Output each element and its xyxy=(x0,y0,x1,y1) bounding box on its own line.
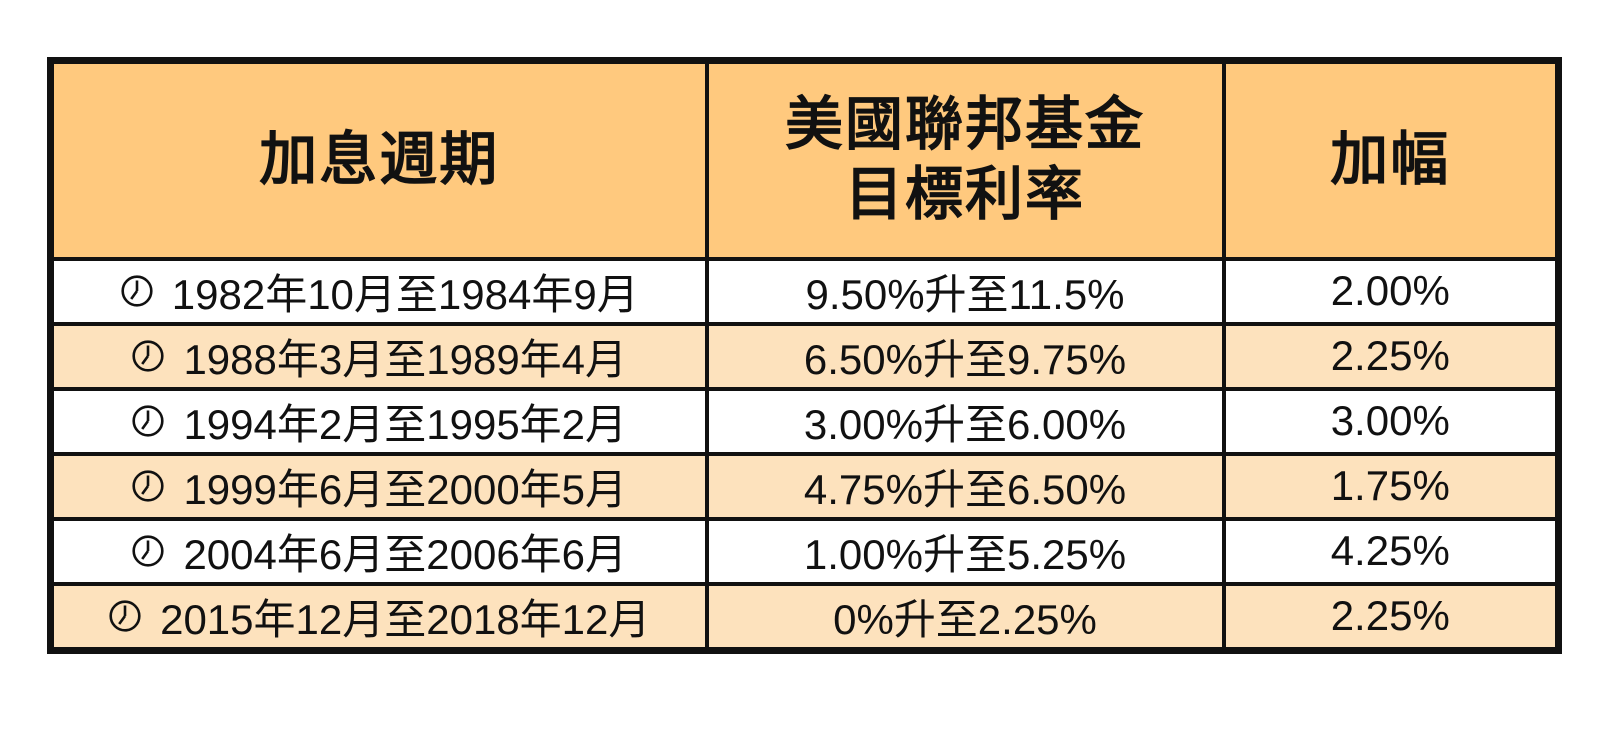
header-label-target-rate-line2: 目標利率 xyxy=(844,162,1085,228)
period-label: 1988年3月至1989年4月 xyxy=(183,335,628,383)
clock-icon xyxy=(109,600,141,632)
clock-icon xyxy=(132,405,165,437)
period-cell: 1982年10月至1984年9月 xyxy=(48,256,709,326)
period-cell: 2004年6月至2006年6月 xyxy=(48,516,709,586)
period-cell: 1994年2月至1995年2月 xyxy=(48,386,709,456)
period-label: 1994年2月至1995年2月 xyxy=(183,400,628,448)
header-cell-target-rate: 美國聯邦基金 目標利率 xyxy=(704,58,1226,261)
period-label: 2015年12月至2018年12月 xyxy=(160,595,651,643)
table-header-row: 加息週期 美國聯邦基金 目標利率 加幅 xyxy=(48,58,1561,261)
increase-cell: 2.25% xyxy=(1221,321,1561,391)
table-row: 1988年3月至1989年4月 6.50%升至9.75% 2.25% xyxy=(48,321,1561,391)
increase-cell: 2.00% xyxy=(1221,256,1561,326)
period-label: 1999年6月至2000年5月 xyxy=(183,465,628,513)
table-row: 2015年12月至2018年12月 0%升至2.25% 2.25% xyxy=(48,581,1561,652)
target-rate-cell: 6.50%升至9.75% xyxy=(704,321,1226,391)
table-row: 1982年10月至1984年9月 9.50%升至11.5% 2.00% xyxy=(48,256,1561,326)
target-rate-cell: 1.00%升至5.25% xyxy=(704,516,1226,586)
increase-cell: 2.25% xyxy=(1221,581,1561,652)
clock-icon xyxy=(132,340,165,372)
increase-cell: 3.00% xyxy=(1221,386,1561,456)
rate-hike-table: 加息週期 美國聯邦基金 目標利率 加幅 xyxy=(47,57,1562,654)
period-label: 1982年10月至1984年9月 xyxy=(171,270,639,318)
clock-icon xyxy=(132,535,165,567)
target-rate-cell: 3.00%升至6.00% xyxy=(704,386,1226,456)
clock-icon xyxy=(121,275,153,307)
increase-cell: 1.75% xyxy=(1221,451,1561,521)
header-cell-period: 加息週期 xyxy=(48,58,709,261)
header-label-target-rate-line1: 美國聯邦基金 xyxy=(784,91,1145,157)
target-rate-cell: 4.75%升至6.50% xyxy=(704,451,1226,521)
period-cell: 1988年3月至1989年4月 xyxy=(48,321,709,391)
increase-cell: 4.25% xyxy=(1221,516,1561,586)
header-label-period: 加息週期 xyxy=(259,126,500,192)
table-row: 1999年6月至2000年5月 4.75%升至6.50% 1.75% xyxy=(48,451,1561,521)
header-cell-increase: 加幅 xyxy=(1221,58,1561,261)
period-cell: 2015年12月至2018年12月 xyxy=(48,581,709,652)
period-label: 2004年6月至2006年6月 xyxy=(183,530,628,578)
target-rate-cell: 9.50%升至11.5% xyxy=(704,256,1226,326)
period-cell: 1999年6月至2000年5月 xyxy=(48,451,709,521)
table-row: 1994年2月至1995年2月 3.00%升至6.00% 3.00% xyxy=(48,386,1561,456)
clock-icon xyxy=(132,470,165,502)
header-label-increase: 加幅 xyxy=(1330,126,1451,192)
target-rate-cell: 0%升至2.25% xyxy=(704,581,1226,652)
table-row: 2004年6月至2006年6月 1.00%升至5.25% 4.25% xyxy=(48,516,1561,586)
